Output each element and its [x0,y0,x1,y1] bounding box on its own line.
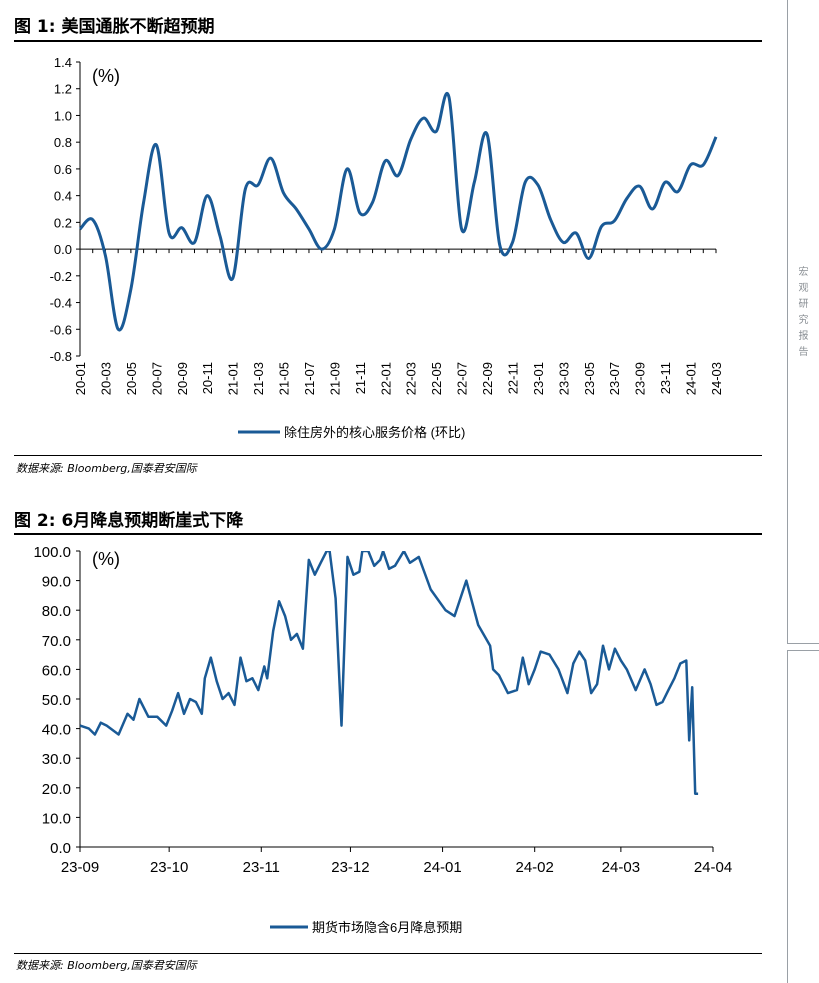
figure-1-chart: -0.8 -0.6 -0.4 -0.2 0.0 0.2 0.4 0.6 0.8 1.0 1.2 1.4… [50,55,724,440]
x-tick-label: 20-01 [73,362,88,395]
y-tick-label: 20.0 [42,781,71,798]
x-tick-label: 20-05 [124,362,139,395]
x-tick-label: 23-11 [243,859,280,876]
y-tick-label: -0.8 [50,349,72,364]
x-tick-label: 23-01 [531,362,546,395]
x-tick-label: 21-07 [302,362,317,395]
x-tick-label: 23-07 [607,362,622,395]
report-sidebar [787,0,819,983]
y-tick-label: 90.0 [42,574,71,591]
y-tick-label: 1.0 [54,108,72,123]
x-tick-label: 23-09 [61,859,99,876]
unit-label: (%) [92,66,120,86]
y-tick-label: 30.0 [42,751,71,768]
x-tick-label: 21-11 [353,362,368,394]
y-tick-label: -0.6 [50,322,72,337]
y-tick-label: -0.4 [50,296,72,311]
x-tick-label: 24-04 [694,859,732,876]
figure-2-chart: 0.0 10.0 20.0 30.0 40.0 50.0 60.0 70.0 80.0 90.0 1… [33,544,732,935]
x-tick-label: 20-07 [149,362,164,395]
x-tick-label: 24-01 [423,859,461,876]
y-tick-label: 1.2 [54,82,72,97]
figure-2-title: 图 2: 6月降息预期断崖式下降 [14,511,244,531]
x-tick-label: 21-05 [277,362,292,395]
y-tick-label: 0.4 [54,189,72,204]
x-tick-label: 21-09 [327,362,342,395]
y-tick-label: 0.6 [54,162,72,177]
x-tick-label: 23-10 [150,859,188,876]
y-tick-label: 40.0 [42,722,71,739]
y-tick-label: 10.0 [42,810,71,827]
y-tick-label: -0.2 [50,269,72,284]
series-line [78,92,718,332]
y-tick-label: 60.0 [42,662,71,679]
x-tick-label: 20-11 [200,362,215,394]
y-tick-label: 50.0 [42,692,71,709]
x-tick-label: 22-09 [480,362,495,395]
y-tick-label: 70.0 [42,633,71,650]
y-tick-label: 0.0 [54,242,72,257]
x-tick-label: 20-03 [98,362,113,395]
x-tick-label: 21-01 [226,362,241,395]
y-tick-label: 0.8 [54,135,72,150]
x-tick-label: 23-05 [582,362,597,395]
x-tick-label: 23-11 [658,362,673,394]
legend-label: 期货市场隐含6月降息预期 [312,920,462,935]
x-tick-label: 24-03 [709,362,724,395]
y-tick-label: 1.4 [54,55,72,70]
x-tick-label: 22-05 [429,362,444,395]
figure-1-title: 图 1: 美国通胀不断超预期 [14,17,215,37]
figure-2-bottom-rule [14,953,762,954]
sidebar-label: 宏观研究报告 [796,266,807,362]
y-tick-label: 80.0 [42,603,71,620]
figure-1-source: 数据来源: Bloomberg,国泰君安国际 [16,462,197,475]
x-tick-label: 22-11 [505,362,520,394]
sidebar-divider [787,643,819,651]
x-tick-label: 22-01 [378,362,393,395]
figure-2-top-rule [14,533,762,535]
figure-2-source: 数据来源: Bloomberg,国泰君安国际 [16,959,197,972]
x-tick-label: 23-09 [633,362,648,395]
x-tick-label: 20-09 [175,362,190,395]
unit-label: (%) [92,549,120,569]
x-tick-label: 23-03 [556,362,571,395]
figure-1-top-rule [14,40,762,42]
x-tick-label: 24-03 [602,859,640,876]
legend-label: 除住房外的核心服务价格 (环比) [284,425,465,440]
x-tick-label: 24-02 [516,859,554,876]
series-line [80,551,699,795]
y-tick-label: 100.0 [33,544,71,561]
x-tick-label: 21-03 [251,362,266,395]
figure-1-bottom-rule [14,455,762,456]
y-tick-label: 0.2 [54,215,72,230]
x-tick-label: 23-12 [331,859,369,876]
x-tick-label: 22-03 [404,362,419,395]
y-tick-label: 0.0 [50,840,71,857]
x-tick-label: 24-01 [684,362,699,395]
x-tick-label: 22-07 [455,362,470,395]
